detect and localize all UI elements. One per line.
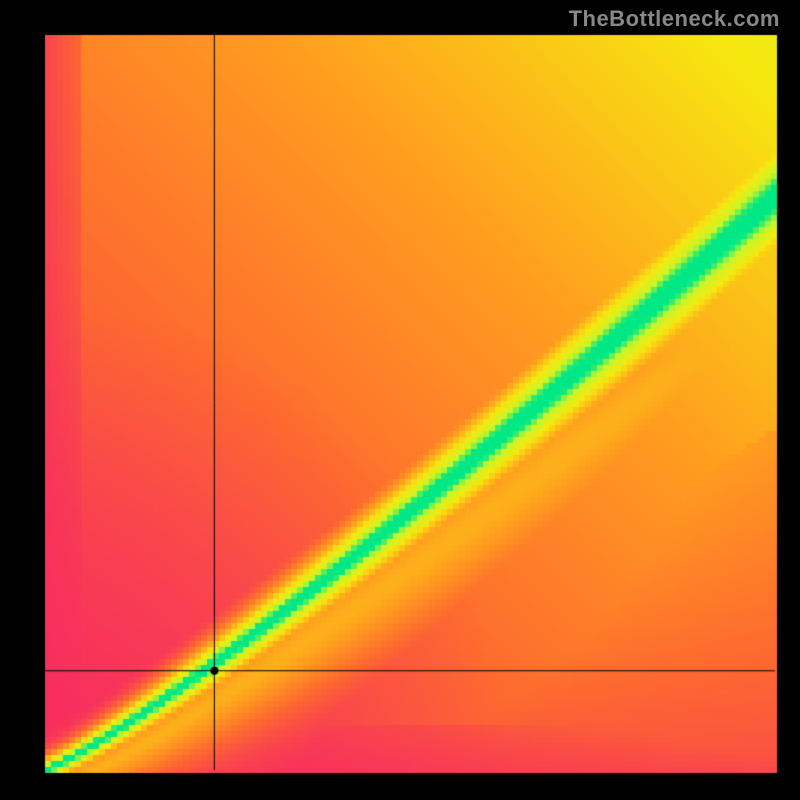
- watermark-text: TheBottleneck.com: [569, 6, 780, 32]
- chart-container: TheBottleneck.com: [0, 0, 800, 800]
- bottleneck-heatmap: [0, 0, 800, 800]
